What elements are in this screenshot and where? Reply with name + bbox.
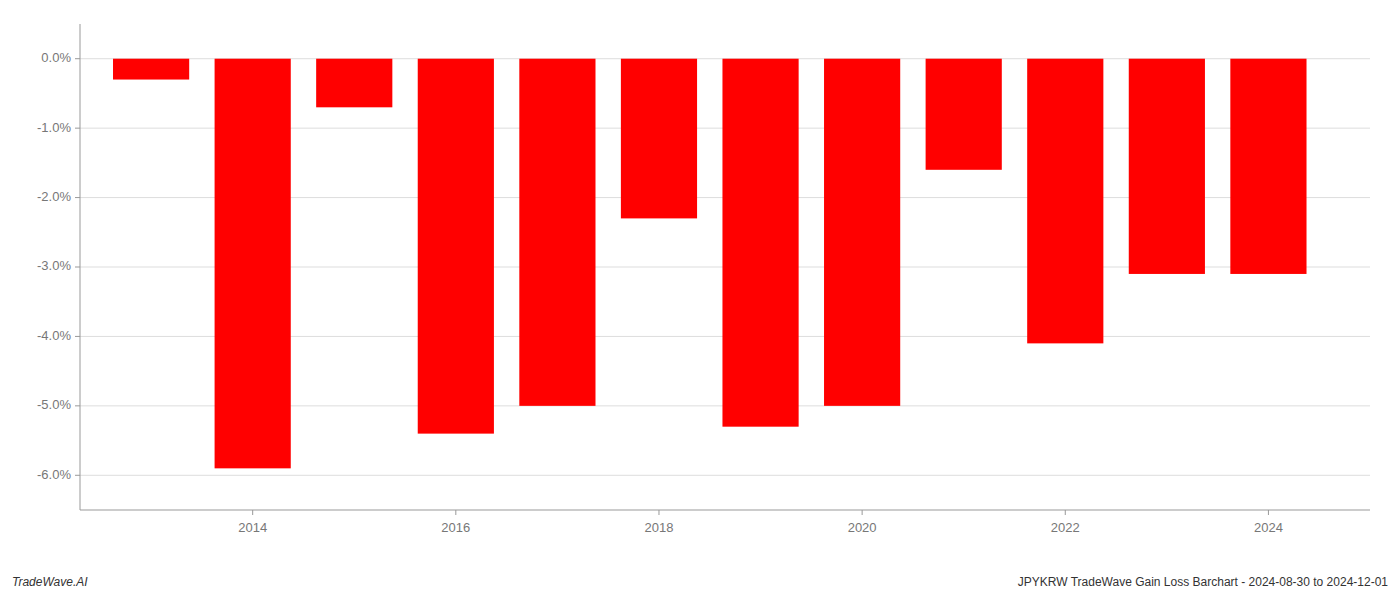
x-tick-label: 2022 <box>1051 520 1080 535</box>
y-tick-label: -1.0% <box>37 120 71 135</box>
x-tick <box>1268 510 1269 515</box>
footer-right: JPYKRW TradeWave Gain Loss Barchart - 20… <box>1018 575 1389 589</box>
y-tick-label: -5.0% <box>37 397 71 412</box>
y-tick-label: -3.0% <box>37 258 71 273</box>
y-tick <box>75 336 80 337</box>
x-tick-label: 2024 <box>1254 520 1283 535</box>
axes: 0.0% -1.0% -2.0% -3.0% -4.0% -5.0% -6.0% 2014 20… <box>37 24 1370 535</box>
bars <box>113 59 1307 469</box>
y-tick <box>75 197 80 198</box>
y-tick <box>75 475 80 476</box>
bar <box>418 59 494 434</box>
y-tick-label: -2.0% <box>37 189 71 204</box>
y-tick <box>75 405 80 406</box>
x-tick <box>252 510 253 515</box>
chart-svg: 0.0% -1.0% -2.0% -3.0% -4.0% -5.0% -6.0% 2014 20… <box>0 0 1400 600</box>
x-tick-label: 2018 <box>645 520 674 535</box>
x-tick <box>862 510 863 515</box>
bar <box>621 59 697 219</box>
grid-line <box>80 475 1370 476</box>
grid <box>80 59 1370 476</box>
x-axis-line <box>80 510 1370 511</box>
y-tick <box>75 58 80 59</box>
bar <box>113 59 189 80</box>
bar <box>722 59 798 427</box>
bar <box>215 59 291 469</box>
x-tick <box>455 510 456 515</box>
bar <box>926 59 1002 170</box>
chart-container: 0.0% -1.0% -2.0% -3.0% -4.0% -5.0% -6.0% 2014 20… <box>0 0 1400 600</box>
footer-left: TradeWave.AI <box>12 575 88 589</box>
y-tick-label: 0.0% <box>41 50 71 65</box>
bar <box>316 59 392 108</box>
y-tick-label: -4.0% <box>37 328 71 343</box>
x-tick-label: 2016 <box>441 520 470 535</box>
x-tick-label: 2020 <box>848 520 877 535</box>
y-tick-label: -6.0% <box>37 467 71 482</box>
y-tick <box>75 128 80 129</box>
x-tick-label: 2014 <box>238 520 267 535</box>
x-tick <box>1065 510 1066 515</box>
bar <box>1027 59 1103 344</box>
bar <box>1230 59 1306 274</box>
x-tick <box>658 510 659 515</box>
y-tick <box>75 267 80 268</box>
bar <box>1129 59 1205 274</box>
bar <box>824 59 900 406</box>
bar <box>519 59 595 406</box>
